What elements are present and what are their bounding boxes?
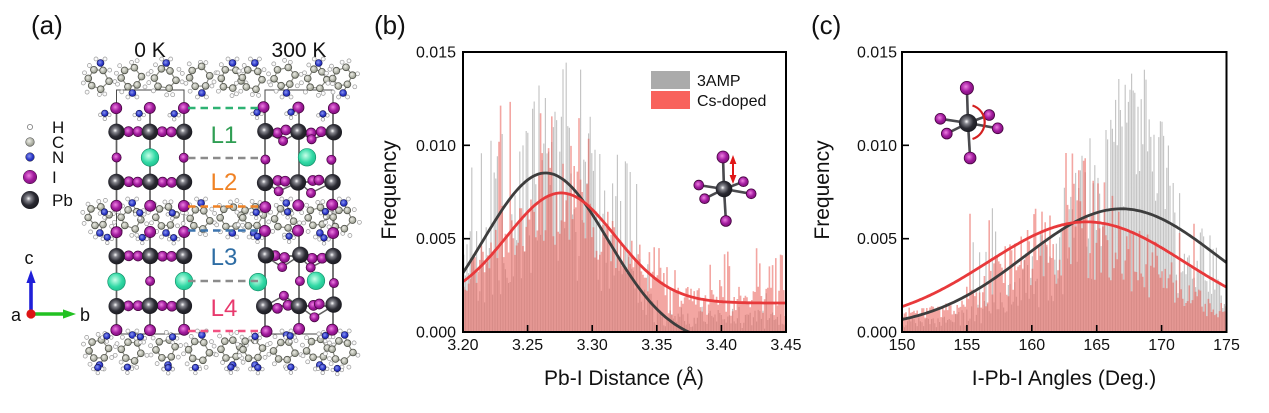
- svg-text:0.010: 0.010: [857, 138, 897, 155]
- svg-text:L3: L3: [211, 244, 238, 271]
- svg-text:Pb: Pb: [52, 191, 73, 210]
- svg-text:0.015: 0.015: [416, 45, 456, 62]
- svg-text:170: 170: [1148, 337, 1175, 354]
- svg-text:300 K: 300 K: [272, 39, 327, 62]
- svg-text:b: b: [80, 305, 90, 325]
- svg-text:175: 175: [1213, 337, 1240, 354]
- svg-text:C: C: [52, 133, 64, 152]
- svg-text:3.40: 3.40: [706, 337, 737, 354]
- svg-text:Cs-doped: Cs-doped: [697, 93, 766, 110]
- svg-text:I-Pb-I Angles (Deg.): I-Pb-I Angles (Deg.): [972, 367, 1156, 390]
- svg-text:150: 150: [889, 337, 916, 354]
- svg-text:3.25: 3.25: [512, 337, 543, 354]
- svg-text:0 K: 0 K: [134, 39, 166, 62]
- svg-text:3.30: 3.30: [577, 337, 608, 354]
- svg-text:(a): (a): [31, 10, 63, 40]
- svg-text:c: c: [25, 248, 34, 268]
- svg-text:H: H: [52, 118, 64, 137]
- svg-text:3.35: 3.35: [641, 337, 672, 354]
- svg-text:a: a: [11, 305, 22, 325]
- svg-text:0.005: 0.005: [857, 231, 897, 248]
- svg-text:165: 165: [1083, 337, 1110, 354]
- svg-text:160: 160: [1018, 337, 1045, 354]
- svg-text:Pb-I Distance (Å): Pb-I Distance (Å): [544, 367, 704, 390]
- svg-text:0.005: 0.005: [416, 231, 456, 248]
- svg-text:Frequency: Frequency: [811, 140, 834, 240]
- svg-text:N: N: [52, 148, 64, 167]
- svg-text:3AMP: 3AMP: [697, 73, 741, 90]
- svg-text:I: I: [52, 168, 57, 187]
- svg-text:0.010: 0.010: [416, 138, 456, 155]
- svg-text:L1: L1: [211, 122, 238, 149]
- svg-text:155: 155: [954, 337, 981, 354]
- svg-text:0.000: 0.000: [416, 325, 456, 342]
- svg-text:0.000: 0.000: [857, 325, 897, 342]
- svg-text:L2: L2: [211, 169, 238, 196]
- svg-text:Frequency: Frequency: [378, 140, 401, 240]
- svg-text:(b): (b): [374, 10, 406, 40]
- svg-text:3.20: 3.20: [447, 337, 478, 354]
- svg-text:L4: L4: [211, 295, 238, 322]
- svg-text:(c): (c): [811, 10, 841, 40]
- svg-text:0.015: 0.015: [857, 45, 897, 62]
- svg-text:3.45: 3.45: [770, 337, 801, 354]
